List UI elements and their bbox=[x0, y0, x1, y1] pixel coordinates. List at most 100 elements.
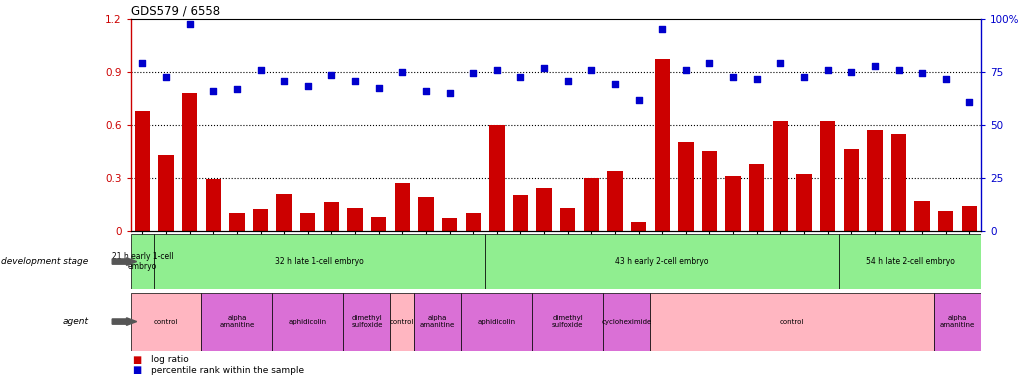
Bar bbox=[130, 234, 154, 289]
Point bbox=[748, 76, 764, 82]
Point bbox=[181, 21, 198, 27]
Text: GDS579 / 6558: GDS579 / 6558 bbox=[130, 4, 219, 18]
Point bbox=[205, 88, 221, 94]
Point bbox=[818, 67, 835, 73]
Bar bbox=[843, 149, 858, 231]
Text: aphidicolin: aphidicolin bbox=[288, 319, 326, 324]
Point bbox=[252, 67, 268, 73]
Point bbox=[323, 72, 339, 78]
Text: control: control bbox=[780, 319, 804, 324]
Bar bbox=[202, 292, 272, 351]
Point bbox=[158, 74, 174, 80]
Bar bbox=[461, 292, 532, 351]
Point bbox=[725, 74, 741, 80]
Bar bbox=[181, 93, 197, 231]
Point bbox=[606, 81, 623, 87]
Bar bbox=[418, 197, 433, 231]
Bar bbox=[300, 213, 315, 231]
Bar bbox=[154, 234, 485, 289]
Bar bbox=[536, 188, 551, 231]
Bar bbox=[465, 213, 480, 231]
Point bbox=[465, 70, 481, 76]
Text: control: control bbox=[154, 319, 178, 324]
Point bbox=[771, 60, 788, 66]
Point bbox=[630, 97, 646, 103]
Point bbox=[393, 69, 410, 75]
Bar bbox=[414, 292, 461, 351]
Bar bbox=[961, 206, 976, 231]
Point bbox=[300, 83, 316, 89]
Point bbox=[370, 85, 386, 91]
Text: dimethyl
sulfoxide: dimethyl sulfoxide bbox=[351, 315, 382, 328]
Bar bbox=[583, 178, 598, 231]
Point bbox=[677, 67, 693, 73]
Text: 21 h early 1-cell
embryo: 21 h early 1-cell embryo bbox=[111, 252, 173, 271]
Text: dimethyl
sulfoxide: dimethyl sulfoxide bbox=[551, 315, 583, 328]
Bar bbox=[206, 179, 221, 231]
Text: ■: ■ bbox=[132, 355, 142, 365]
Point bbox=[890, 67, 906, 73]
Bar bbox=[819, 121, 835, 231]
Point bbox=[701, 60, 717, 66]
Bar bbox=[890, 134, 905, 231]
Point bbox=[843, 69, 859, 75]
Bar bbox=[371, 216, 386, 231]
Bar bbox=[654, 59, 669, 231]
Text: aphidicolin: aphidicolin bbox=[477, 319, 516, 324]
Bar bbox=[559, 208, 575, 231]
Bar bbox=[606, 171, 622, 231]
Bar bbox=[866, 130, 881, 231]
Bar bbox=[390, 292, 414, 351]
Bar bbox=[347, 208, 363, 231]
Bar bbox=[342, 292, 390, 351]
Bar bbox=[130, 292, 202, 351]
Point bbox=[936, 76, 953, 82]
Point bbox=[135, 60, 151, 66]
Point bbox=[866, 63, 882, 69]
Bar bbox=[513, 195, 528, 231]
Bar bbox=[839, 234, 980, 289]
Point bbox=[276, 78, 292, 84]
Bar bbox=[229, 213, 245, 231]
Bar bbox=[678, 142, 693, 231]
Point bbox=[583, 67, 599, 73]
Point bbox=[418, 88, 434, 94]
Bar bbox=[158, 155, 173, 231]
Bar bbox=[276, 194, 291, 231]
Bar bbox=[748, 164, 763, 231]
Point bbox=[960, 99, 976, 105]
Bar bbox=[631, 222, 646, 231]
Point bbox=[441, 90, 458, 96]
Bar bbox=[796, 174, 811, 231]
Text: 43 h early 2-cell embryo: 43 h early 2-cell embryo bbox=[614, 257, 708, 266]
Bar bbox=[323, 202, 338, 231]
Bar bbox=[650, 292, 933, 351]
Bar bbox=[253, 209, 268, 231]
Point bbox=[228, 86, 245, 92]
Point bbox=[653, 26, 669, 32]
Bar bbox=[394, 183, 410, 231]
Point bbox=[535, 65, 551, 71]
Text: ■: ■ bbox=[132, 366, 142, 375]
Text: 32 h late 1-cell embryo: 32 h late 1-cell embryo bbox=[275, 257, 364, 266]
Text: cycloheximide: cycloheximide bbox=[601, 319, 651, 324]
Point bbox=[346, 78, 363, 84]
Bar bbox=[772, 121, 788, 231]
Bar bbox=[489, 124, 504, 231]
Point bbox=[559, 78, 576, 84]
Text: alpha
amanitine: alpha amanitine bbox=[219, 315, 255, 328]
Bar bbox=[441, 218, 457, 231]
Text: percentile rank within the sample: percentile rank within the sample bbox=[151, 366, 304, 375]
Bar bbox=[272, 292, 342, 351]
Bar bbox=[485, 234, 839, 289]
Bar bbox=[914, 201, 929, 231]
Bar bbox=[725, 176, 740, 231]
Bar bbox=[701, 151, 716, 231]
Text: control: control bbox=[389, 319, 414, 324]
Text: agent: agent bbox=[62, 317, 88, 326]
Text: log ratio: log ratio bbox=[151, 356, 189, 364]
Bar bbox=[933, 292, 980, 351]
Bar bbox=[937, 211, 953, 231]
Text: development stage: development stage bbox=[1, 257, 89, 266]
Point bbox=[795, 74, 811, 80]
